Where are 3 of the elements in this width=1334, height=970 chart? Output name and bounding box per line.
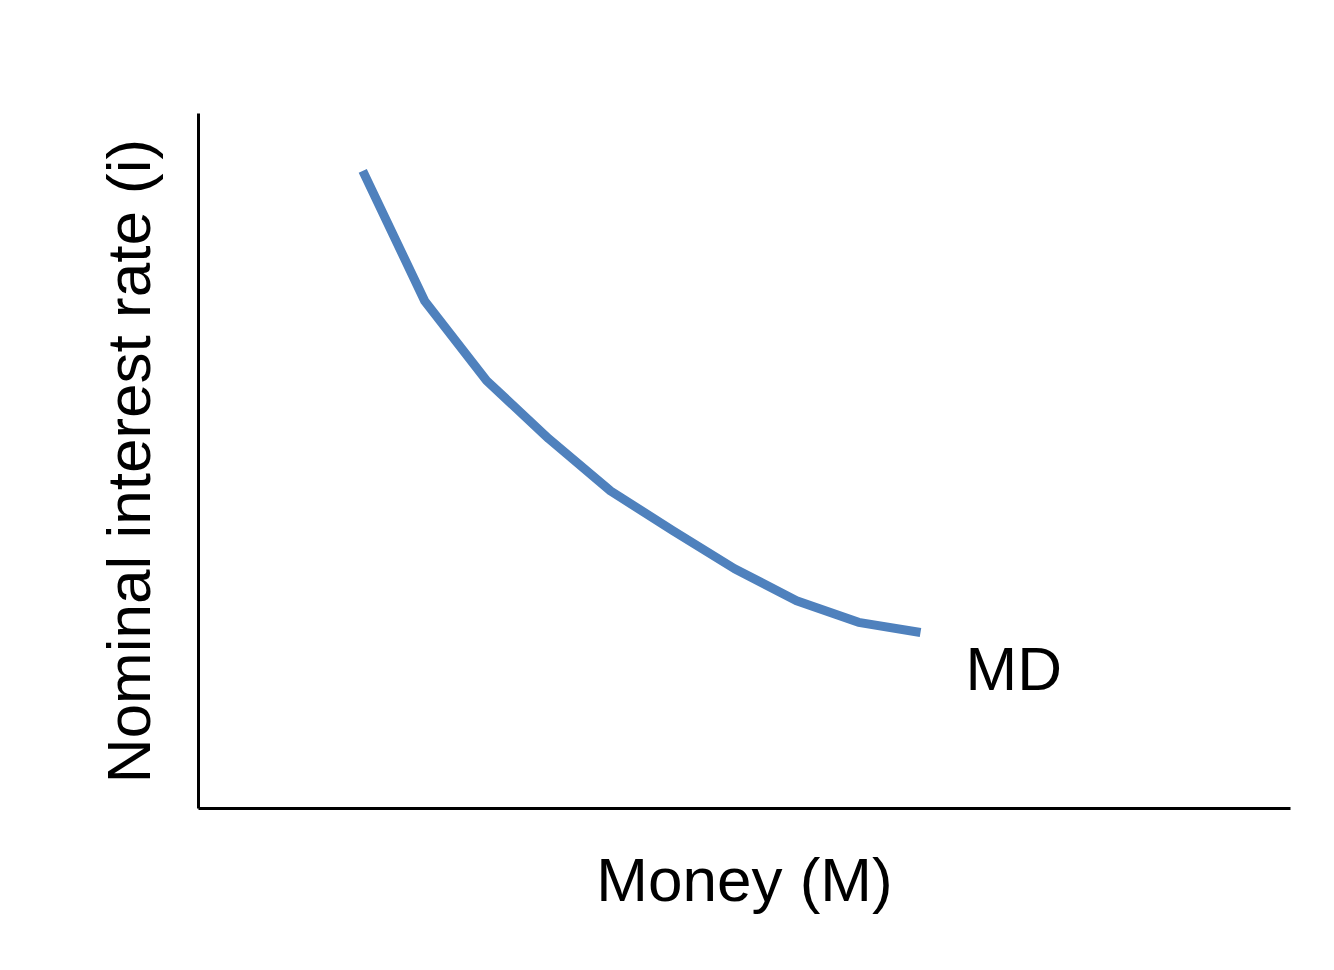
x-axis-title: Money (M) xyxy=(596,844,893,914)
y-axis-title: Nominal interest rate (i) xyxy=(93,138,163,784)
series-label: MD xyxy=(965,633,1062,703)
